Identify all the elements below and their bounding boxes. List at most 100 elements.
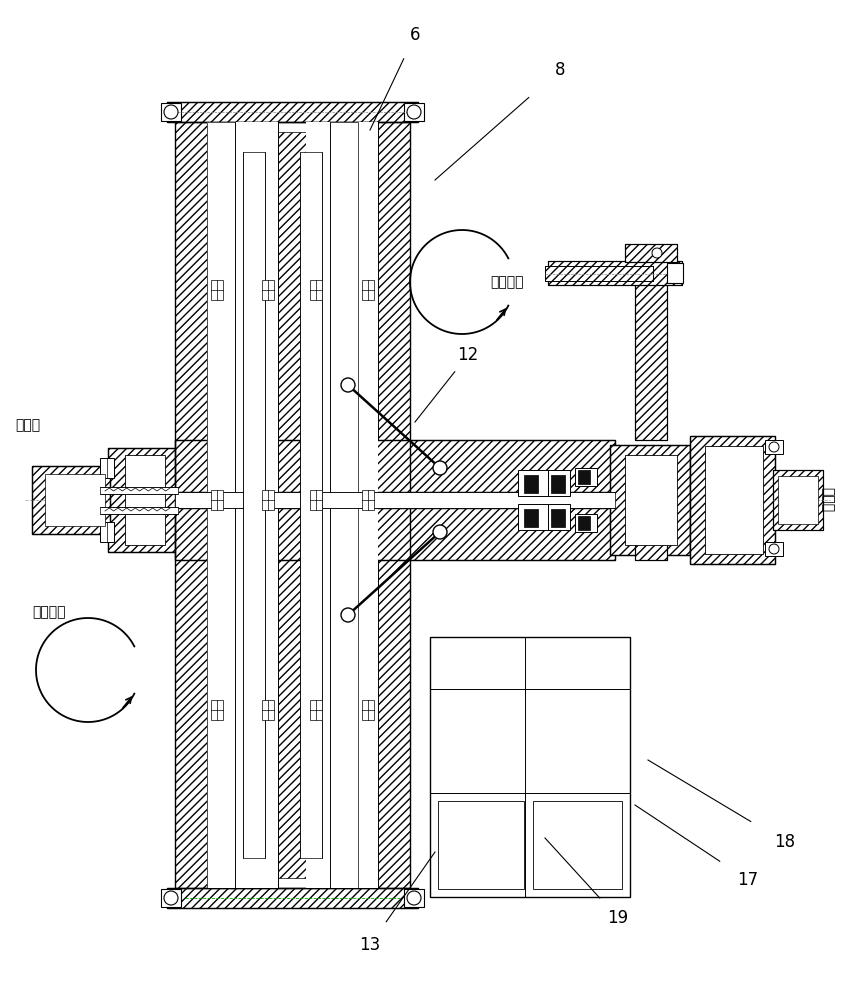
Bar	[207, 122, 235, 888]
Bar	[635, 280, 667, 440]
Bar	[100, 487, 178, 494]
Bar	[175, 508, 615, 560]
Bar	[548, 504, 570, 530]
Bar	[211, 280, 223, 300]
Bar	[32, 466, 110, 534]
Circle shape	[164, 105, 178, 119]
Bar	[167, 102, 418, 122]
Bar	[175, 440, 615, 492]
Text: 19: 19	[608, 909, 629, 927]
Bar	[362, 280, 374, 300]
Bar	[45, 474, 105, 526]
Bar	[211, 700, 223, 720]
Bar	[175, 122, 207, 888]
Bar	[310, 280, 322, 300]
Circle shape	[407, 105, 421, 119]
Bar	[108, 448, 178, 552]
Bar	[175, 508, 615, 560]
Bar	[167, 888, 418, 908]
Bar	[430, 637, 630, 897]
Bar	[705, 446, 763, 554]
Bar	[404, 103, 424, 121]
Bar	[578, 470, 590, 484]
Bar	[100, 507, 178, 514]
Bar	[310, 700, 322, 720]
Bar	[161, 889, 181, 907]
Bar	[438, 801, 524, 889]
Bar	[175, 440, 615, 492]
Text: 输入侧: 输入侧	[15, 418, 40, 432]
Bar	[362, 700, 374, 720]
Bar	[167, 102, 418, 122]
Bar	[108, 448, 178, 552]
Bar	[625, 244, 677, 262]
Bar	[551, 509, 565, 527]
Text: 6: 6	[409, 26, 420, 44]
Text: 输出侧: 输出侧	[820, 487, 834, 513]
Bar	[330, 122, 358, 888]
Bar	[548, 261, 682, 285]
Circle shape	[433, 525, 447, 539]
Bar	[207, 122, 278, 888]
Bar	[330, 122, 358, 888]
Bar	[518, 470, 548, 496]
Bar	[175, 492, 615, 508]
Text: 17: 17	[738, 871, 758, 889]
Bar	[551, 475, 565, 493]
Text: 13: 13	[359, 936, 380, 954]
Bar	[575, 514, 597, 532]
Bar	[524, 475, 538, 493]
Bar	[545, 266, 653, 281]
Bar	[300, 152, 322, 858]
Bar	[548, 470, 570, 496]
Bar	[100, 522, 114, 542]
Circle shape	[433, 461, 447, 475]
Bar	[773, 470, 823, 530]
Bar	[310, 490, 322, 510]
Bar	[262, 280, 274, 300]
Circle shape	[164, 891, 178, 905]
Text: 18: 18	[774, 833, 796, 851]
Circle shape	[407, 891, 421, 905]
Bar	[378, 122, 410, 888]
Bar	[125, 455, 165, 545]
Bar	[575, 468, 597, 486]
Circle shape	[341, 378, 355, 392]
Bar	[524, 509, 538, 527]
Bar	[100, 458, 114, 478]
Bar	[625, 455, 677, 545]
Bar	[518, 504, 548, 530]
Bar	[635, 280, 667, 440]
Bar	[545, 266, 653, 281]
Bar	[690, 436, 775, 564]
Bar	[773, 470, 823, 530]
Bar	[278, 132, 306, 878]
Bar	[778, 476, 818, 524]
Bar	[262, 490, 274, 510]
Text: 8: 8	[555, 61, 565, 79]
Bar	[404, 889, 424, 907]
Circle shape	[341, 608, 355, 622]
Circle shape	[769, 442, 779, 452]
Bar	[578, 516, 590, 530]
Bar	[765, 542, 783, 556]
Circle shape	[652, 248, 662, 258]
Bar	[262, 700, 274, 720]
Bar	[625, 244, 677, 262]
Bar	[667, 263, 683, 283]
Text: 12: 12	[457, 346, 478, 364]
Bar	[167, 888, 418, 908]
Bar	[635, 495, 667, 560]
Bar	[362, 490, 374, 510]
Bar	[207, 122, 235, 888]
Bar	[635, 495, 667, 560]
Bar	[211, 490, 223, 510]
Bar	[306, 122, 378, 888]
Bar	[161, 103, 181, 121]
Bar	[690, 436, 775, 564]
Bar	[548, 261, 682, 285]
Text: 旋转方向: 旋转方向	[490, 275, 523, 289]
Bar	[533, 801, 622, 889]
Bar	[610, 445, 690, 555]
Circle shape	[769, 544, 779, 554]
